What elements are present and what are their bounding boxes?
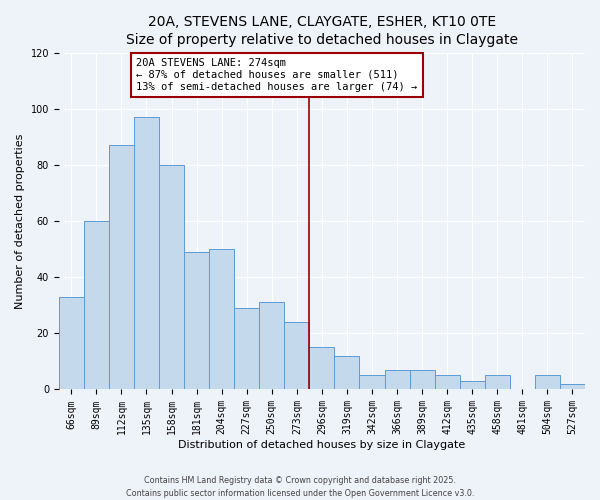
Bar <box>284 322 310 390</box>
Bar <box>234 308 259 390</box>
Bar <box>560 384 585 390</box>
Title: 20A, STEVENS LANE, CLAYGATE, ESHER, KT10 0TE
Size of property relative to detach: 20A, STEVENS LANE, CLAYGATE, ESHER, KT10… <box>126 15 518 48</box>
Bar <box>410 370 434 390</box>
Bar <box>385 370 410 390</box>
X-axis label: Distribution of detached houses by size in Claygate: Distribution of detached houses by size … <box>178 440 466 450</box>
Bar <box>259 302 284 390</box>
Bar <box>59 297 84 390</box>
Bar <box>334 356 359 390</box>
Bar <box>535 376 560 390</box>
Bar <box>209 249 234 390</box>
Bar <box>134 118 159 390</box>
Text: 20A STEVENS LANE: 274sqm
← 87% of detached houses are smaller (511)
13% of semi-: 20A STEVENS LANE: 274sqm ← 87% of detach… <box>136 58 418 92</box>
Y-axis label: Number of detached properties: Number of detached properties <box>15 134 25 309</box>
Bar <box>159 165 184 390</box>
Bar <box>184 252 209 390</box>
Bar <box>485 376 510 390</box>
Bar <box>109 146 134 390</box>
Bar <box>460 381 485 390</box>
Bar <box>359 376 385 390</box>
Text: Contains HM Land Registry data © Crown copyright and database right 2025.
Contai: Contains HM Land Registry data © Crown c… <box>126 476 474 498</box>
Bar <box>310 348 334 390</box>
Bar <box>84 221 109 390</box>
Bar <box>434 376 460 390</box>
